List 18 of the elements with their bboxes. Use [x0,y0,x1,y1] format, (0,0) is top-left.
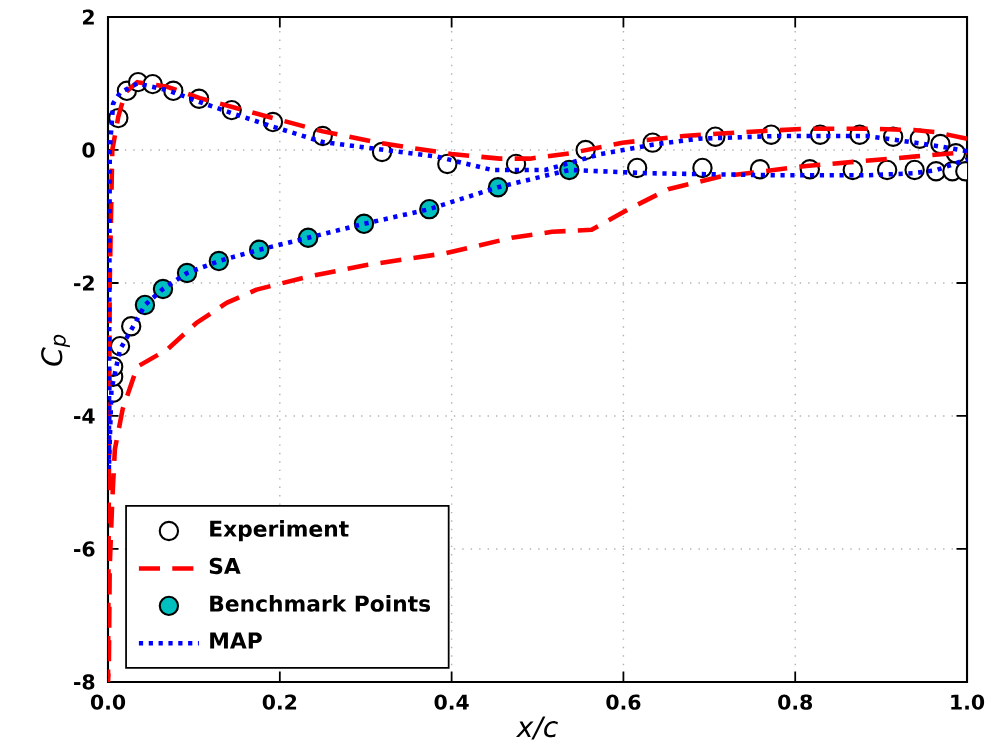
x-tick-label: 0.2 [262,694,297,710]
legend-label: Benchmark Points [210,594,431,612]
x-tick-label: 0.6 [606,694,641,710]
y-tick-label: -8 [74,674,95,690]
legend-label: MAP [210,632,262,649]
x-tick-label: 1.0 [951,694,985,710]
x-tick-label: 0.0 [90,694,126,710]
x-tick-label: 0.4 [434,694,469,710]
legend-label: SA [209,557,241,575]
y-tick-label: -2 [74,275,94,291]
y-axis-title: C$_{p}$ [41,334,70,366]
x-axis-title: x/c [516,716,558,740]
y-tick-label: -4 [74,408,95,424]
y-tick-label: 2 [83,9,94,25]
x-tick-label: 0.8 [778,694,813,710]
y-tick-label: -6 [74,541,95,557]
y-tick-label: 0 [82,142,95,158]
legend-label: Experiment [210,520,349,542]
